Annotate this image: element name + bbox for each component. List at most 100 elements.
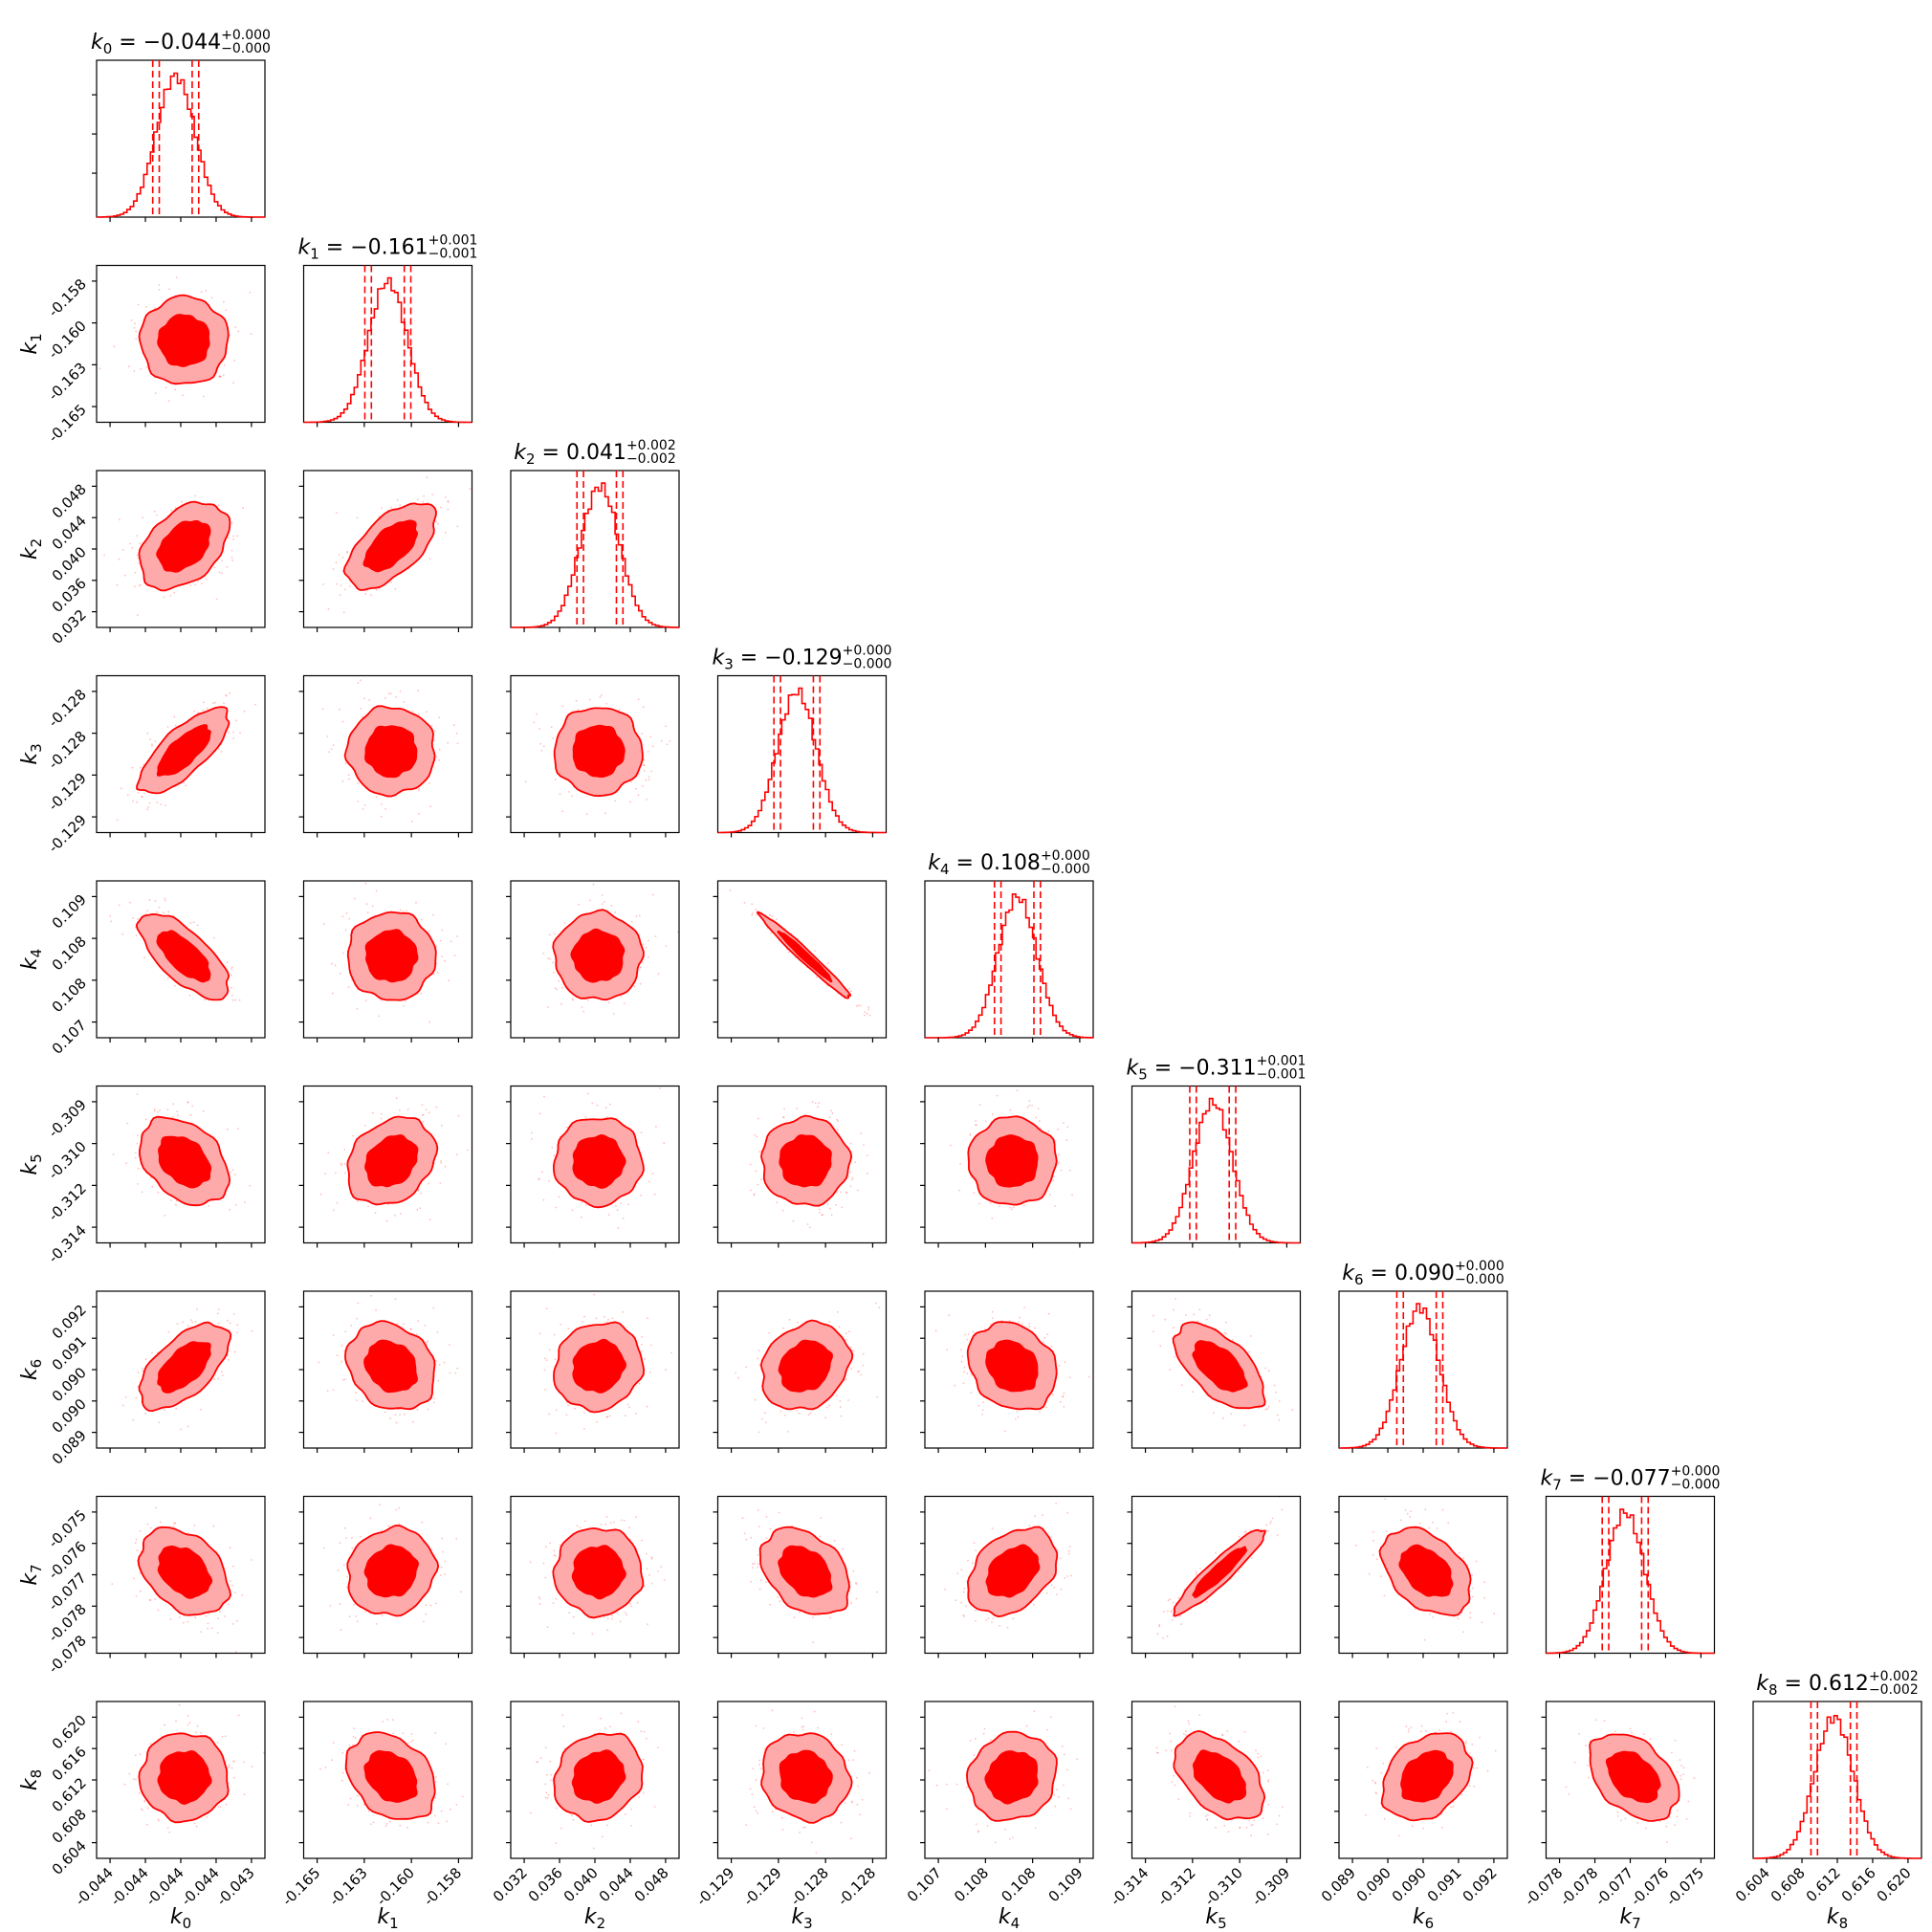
sample-point [410, 820, 413, 823]
histogram-6 [1339, 1303, 1507, 1449]
sample-point [406, 1109, 409, 1110]
sample-point [371, 1111, 374, 1114]
sample-point [375, 588, 378, 591]
sample-point [984, 1120, 987, 1123]
sample-point [99, 367, 101, 370]
sample-point [857, 1004, 860, 1007]
sample-point [180, 1402, 183, 1404]
sample-point [164, 897, 166, 900]
sample-point [630, 920, 633, 923]
sample-point [542, 1198, 545, 1201]
sample-point [417, 1189, 420, 1192]
sample-point [231, 549, 233, 552]
sample-point [837, 1120, 839, 1123]
sample-point [770, 932, 773, 934]
sample-point [188, 994, 191, 997]
sample-point [340, 1345, 343, 1348]
panel-content [319, 1075, 469, 1222]
sample-point [970, 1176, 973, 1178]
sample-point [384, 1411, 386, 1414]
sample-point [205, 289, 208, 292]
sample-point [555, 1206, 558, 1209]
sample-point [454, 1372, 457, 1374]
sample-point [617, 1227, 620, 1230]
sample-point [587, 1092, 589, 1095]
sample-point [343, 1163, 346, 1165]
contour-inner [362, 519, 419, 573]
sample-point [847, 1175, 849, 1178]
sample-point [425, 1109, 428, 1111]
sample-point [553, 1154, 556, 1157]
sample-point [625, 1415, 626, 1417]
sample-point [822, 1214, 823, 1216]
sample-point [148, 899, 151, 901]
panel-frame [924, 1085, 1094, 1244]
sample-point [447, 508, 450, 511]
sample-point [583, 1427, 585, 1430]
sample-point [202, 709, 205, 712]
sample-point [566, 1126, 568, 1129]
sample-point [428, 1075, 430, 1077]
sample-point [642, 943, 645, 946]
sample-point [640, 1350, 643, 1352]
sample-point [137, 792, 140, 794]
sample-point [860, 1004, 862, 1007]
sample-point [231, 522, 233, 524]
title-err-plus: +0.000 [843, 644, 892, 659]
sample-point [428, 781, 430, 784]
sample-point [390, 581, 392, 583]
sample-point [975, 1123, 977, 1126]
sample-point [384, 697, 386, 699]
sample-point [375, 889, 378, 892]
title-value: = 0.041 [536, 441, 626, 465]
hist-frame-5 [1131, 1085, 1302, 1244]
sample-point [340, 584, 342, 586]
sample-point [235, 719, 238, 722]
hist-panel-8: k8 = 0.612+0.002−0.002 [1752, 1669, 1922, 1859]
sample-point [339, 594, 341, 597]
sample-point [214, 701, 217, 704]
sample-point [201, 582, 204, 584]
sample-point [231, 556, 233, 559]
sample-point [113, 345, 116, 348]
sample-point [164, 1215, 166, 1217]
sample-point [187, 1325, 189, 1327]
sample-point [851, 1178, 853, 1181]
sample-point [153, 1109, 156, 1112]
sample-point [326, 735, 329, 737]
sample-point [950, 1144, 952, 1147]
sample-point [831, 1112, 834, 1114]
sample-point [343, 1378, 346, 1381]
scatter-panel-5-2 [510, 1085, 680, 1244]
sample-point [194, 1320, 197, 1323]
sample-point [606, 1042, 608, 1043]
sample-point [145, 1118, 147, 1121]
sample-point [196, 924, 199, 927]
sample-point [231, 1169, 234, 1172]
sample-point [202, 1109, 205, 1112]
sample-point [175, 1407, 178, 1410]
sample-point [225, 693, 227, 696]
sample-point [431, 494, 433, 495]
contour-inner [156, 930, 211, 983]
sample-point [137, 1134, 139, 1136]
title-err-minus-2: −0.002 [626, 451, 676, 467]
sample-point [1057, 1128, 1059, 1131]
sample-point [638, 773, 640, 776]
hist-panel-0: k0 = −0.044+0.000−0.000 [91, 28, 271, 218]
sample-point [643, 758, 646, 761]
sample-point [860, 1132, 862, 1134]
sample-point [524, 780, 527, 783]
contour-inner [363, 1339, 418, 1394]
sample-point [131, 546, 134, 549]
title-value: = 0.108 [950, 851, 1041, 875]
sample-point [969, 1132, 972, 1135]
sample-point [350, 1325, 352, 1327]
sample-point [340, 1162, 342, 1165]
panel-content [99, 276, 252, 403]
sample-point [231, 994, 233, 997]
sample-point [538, 728, 540, 730]
sample-point [165, 804, 166, 807]
sample-point [455, 1153, 458, 1156]
sample-point [851, 1176, 854, 1179]
